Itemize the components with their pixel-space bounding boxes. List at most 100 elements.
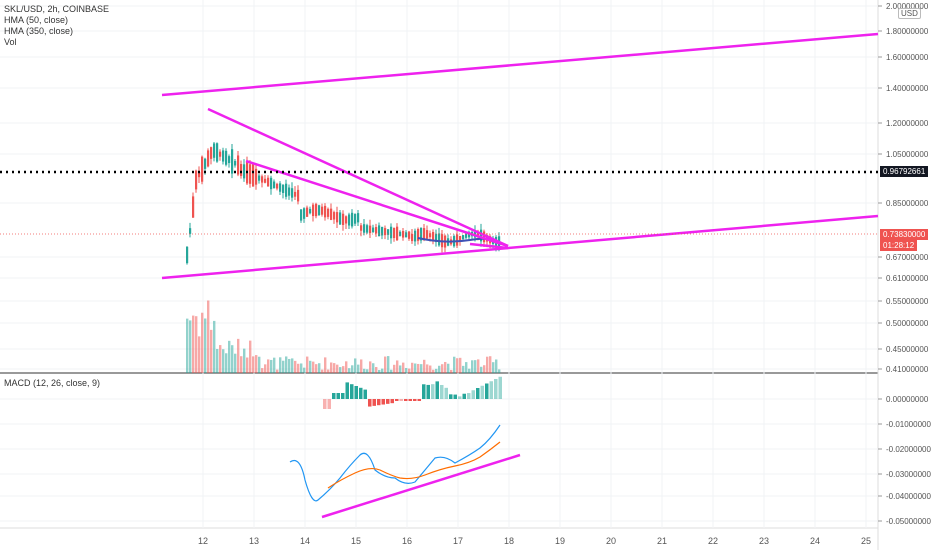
volume-bar bbox=[300, 363, 303, 373]
macd-hist-bar bbox=[332, 393, 336, 399]
volume-bar bbox=[345, 361, 348, 373]
candle-body bbox=[285, 183, 288, 197]
macd-hist-bar bbox=[413, 399, 417, 401]
candle-body bbox=[255, 168, 258, 185]
volume-bar bbox=[330, 362, 333, 373]
volume-bar bbox=[270, 359, 273, 373]
volume-bar bbox=[321, 369, 324, 373]
volume-bar bbox=[222, 349, 225, 373]
candle-body bbox=[396, 226, 399, 241]
macd-hist-bar bbox=[359, 387, 363, 399]
candle-body bbox=[198, 172, 201, 178]
volume-bar bbox=[360, 359, 363, 373]
volume-bar bbox=[306, 356, 309, 373]
volume-bar bbox=[480, 366, 483, 373]
price-tick-label: 0.45000000 bbox=[886, 345, 929, 354]
macd-hist-bar bbox=[399, 399, 403, 401]
volume-bar bbox=[327, 369, 330, 373]
candle-body bbox=[369, 225, 372, 234]
upper-channel-line bbox=[161, 32, 879, 97]
candle-body bbox=[342, 213, 345, 225]
volume-bars bbox=[186, 300, 501, 373]
volume-bar bbox=[363, 368, 366, 373]
signal-line bbox=[327, 441, 501, 489]
candle-body bbox=[348, 214, 351, 226]
macd-hist-bar bbox=[372, 399, 376, 406]
macd-hist-bar bbox=[404, 399, 408, 401]
hma-50-label[interactable]: HMA (50, close) bbox=[4, 15, 69, 25]
time-tick-label: 15 bbox=[351, 536, 361, 546]
volume-bar bbox=[414, 363, 417, 373]
macd-hist-bar bbox=[431, 384, 435, 399]
macd-hist-bar bbox=[363, 389, 367, 399]
volume-bar bbox=[456, 358, 459, 373]
volume-bar bbox=[204, 318, 207, 373]
candle-body bbox=[459, 235, 462, 242]
volume-bar bbox=[381, 368, 384, 373]
macd-hist-bar bbox=[422, 384, 426, 399]
candle-body bbox=[456, 234, 459, 246]
volume-bar bbox=[243, 348, 246, 373]
symbol-title[interactable]: SKL/USD, 2h, COINBASE bbox=[4, 4, 110, 14]
volume-bar bbox=[477, 359, 480, 373]
volume-bar bbox=[213, 320, 216, 373]
volume-bar bbox=[216, 348, 219, 373]
volume-bar bbox=[429, 365, 432, 373]
wedge-apex-line bbox=[469, 242, 509, 250]
candle-body bbox=[411, 233, 414, 242]
volume-bar bbox=[279, 357, 282, 373]
candle-body bbox=[249, 164, 252, 184]
candle-body bbox=[345, 216, 348, 224]
macd-hist-bar bbox=[323, 399, 327, 409]
volume-bar bbox=[273, 357, 276, 373]
candle-body bbox=[192, 196, 195, 218]
candle-body bbox=[279, 183, 282, 192]
candle-body bbox=[207, 150, 210, 167]
candle-body bbox=[423, 228, 426, 240]
time-tick-label: 14 bbox=[300, 536, 310, 546]
volume-bar bbox=[387, 356, 390, 373]
candle-body bbox=[228, 156, 231, 164]
time-tick-label: 22 bbox=[708, 536, 718, 546]
macd-axis[interactable]: 0.00000000 -0.01000000 -0.02000000 -0.03000… bbox=[878, 395, 931, 526]
macd-hist-bar bbox=[345, 382, 349, 399]
volume-bar bbox=[384, 356, 387, 373]
macd-hist-bar bbox=[395, 399, 399, 401]
volume-bar bbox=[411, 362, 414, 373]
price-axis[interactable]: 2.00000000 1.80000000 1.60000000 1.40000000… bbox=[878, 2, 929, 374]
trend-drawings[interactable] bbox=[0, 32, 879, 519]
volume-bar bbox=[402, 362, 405, 373]
candle-body bbox=[432, 231, 435, 241]
volume-bar bbox=[318, 363, 321, 373]
price-tick-label: 0.55000000 bbox=[886, 297, 929, 306]
time-axis[interactable]: 12 13 14 15 16 17 18 19 20 21 22 23 24 25 bbox=[198, 536, 871, 546]
hma-350-label[interactable]: HMA (350, close) bbox=[4, 26, 74, 36]
candle-body bbox=[390, 226, 393, 239]
volume-bar bbox=[459, 357, 462, 373]
time-tick-label: 23 bbox=[759, 536, 769, 546]
macd-label[interactable]: MACD (12, 26, close, 9) bbox=[4, 378, 101, 388]
macd-tick-label: -0.02000000 bbox=[886, 445, 931, 454]
candle-body bbox=[213, 143, 216, 158]
volume-bar bbox=[408, 368, 411, 373]
candle-body bbox=[333, 212, 336, 220]
macd-hist-bar bbox=[467, 393, 471, 399]
macd-line bbox=[289, 424, 501, 502]
price-tick-label: 2.00000000 bbox=[886, 2, 929, 11]
candle-body bbox=[393, 227, 396, 239]
candle-body bbox=[264, 178, 267, 183]
volume-bar bbox=[264, 364, 267, 373]
volume-label[interactable]: Vol bbox=[4, 37, 17, 47]
volume-bar bbox=[393, 364, 396, 373]
volume-bar bbox=[201, 312, 204, 373]
time-tick-label: 16 bbox=[402, 536, 412, 546]
macd-hist-bar bbox=[498, 376, 502, 399]
volume-bar bbox=[255, 355, 258, 373]
macd-hist-bar bbox=[458, 396, 462, 399]
time-tick-label: 17 bbox=[453, 536, 463, 546]
currency-badge[interactable]: USD bbox=[898, 8, 921, 19]
volume-bar bbox=[492, 362, 495, 373]
volume-bar bbox=[246, 357, 249, 373]
volume-bar bbox=[486, 356, 489, 373]
